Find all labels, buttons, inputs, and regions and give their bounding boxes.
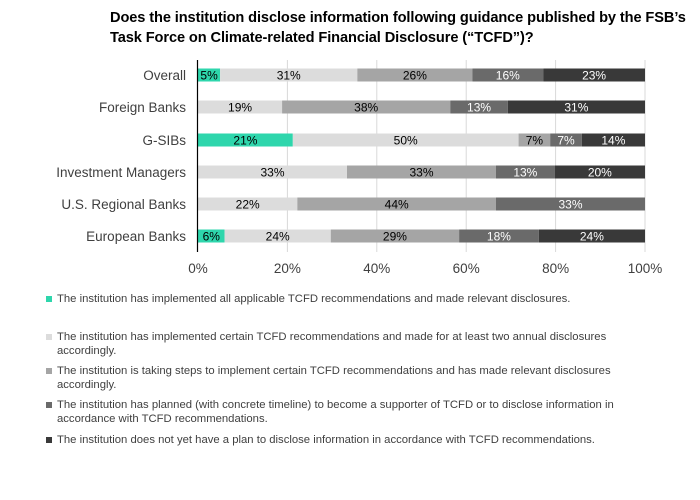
data-label: 6% [203,230,221,244]
legend-swatch [46,402,52,408]
legend-swatch [46,368,52,374]
bar-segment [496,165,555,179]
x-tick-label: 20% [274,261,301,276]
x-tick-label: 100% [628,261,663,276]
data-label: 13% [467,101,491,115]
bar-segment [330,229,460,243]
category-label: U.S. Regional Banks [61,197,186,212]
legend-item: The institution has planned (with concre… [46,398,657,426]
x-tick-label: 40% [363,261,390,276]
bar-segment [496,197,645,211]
bar-segment [507,100,645,114]
bar-segment [538,229,645,243]
data-label: 19% [228,101,252,115]
data-label: 21% [233,134,257,148]
bar-segment [518,133,551,147]
bar-segment [198,68,221,82]
chart-title: Does the institution disclose informatio… [110,10,686,46]
data-label: 38% [354,101,378,115]
legend-label: The institution has planned (with concre… [57,399,614,425]
bar-segment [450,100,508,114]
bar-segment [472,68,544,82]
data-label: 33% [409,166,433,180]
stacked-bar-chart: 0% 20% 40% 60% 80% 100% Overall 5% 31% 26% 16% 23% F… [56,60,663,276]
category-label: Foreign Banks [99,100,186,115]
legend-label: The institution is taking steps to imple… [57,365,611,391]
data-label: 7% [526,134,544,148]
bar-segment [198,197,298,211]
legend-label: The institution has implemented certain … [57,331,607,357]
bar-segment [347,165,496,179]
category-label: European Banks [86,229,186,244]
x-tick-label: 0% [188,261,208,276]
bar-segment [198,133,293,147]
data-label: 33% [260,166,284,180]
data-label: 23% [582,69,606,83]
legend-item: The institution does not yet have a plan… [46,433,657,447]
category-label: Investment Managers [56,165,186,180]
legend-label: The institution has implemented all appl… [57,293,571,305]
data-label: 29% [383,230,407,244]
data-label: 22% [236,198,260,212]
bar-segment [581,133,645,147]
legend-item: The institution has implemented all appl… [46,292,657,306]
data-label: 24% [266,230,290,244]
data-label: 7% [557,134,575,148]
data-label: 26% [403,69,427,83]
bar-segment [198,229,225,243]
x-tick-label: 60% [453,261,480,276]
bar-segment [224,229,331,243]
data-label: 18% [487,230,511,244]
bar-segment [282,100,451,114]
x-tick-label: 80% [542,261,569,276]
data-label: 24% [580,230,604,244]
bar-segment [198,165,347,179]
bar-segment [198,100,283,114]
legend-swatch [46,296,52,302]
data-label: 50% [394,134,418,148]
data-label: 31% [277,69,301,83]
data-label: 20% [588,166,612,180]
legend-swatch [46,437,52,443]
bar-segment [220,68,358,82]
legend-label: The institution does not yet have a plan… [57,434,595,446]
bar-segment [550,133,582,147]
category-label: G-SIBs [142,133,186,148]
data-label: 33% [558,198,582,212]
data-label: 16% [496,69,520,83]
legend-item: The institution is taking steps to imple… [46,364,657,392]
data-label: 14% [601,134,625,148]
data-label: 31% [564,101,588,115]
bar-segment [297,197,496,211]
bar-segment [459,229,539,243]
bar-segment [292,133,519,147]
legend-item: The institution has implemented certain … [46,330,657,358]
legend-swatch [46,334,52,340]
bar-segment [543,68,645,82]
bar-segment [357,68,473,82]
bar-segment [554,165,645,179]
data-label: 13% [513,166,537,180]
data-label: 5% [200,69,218,83]
data-label: 44% [385,198,409,212]
category-label: Overall [143,68,186,83]
